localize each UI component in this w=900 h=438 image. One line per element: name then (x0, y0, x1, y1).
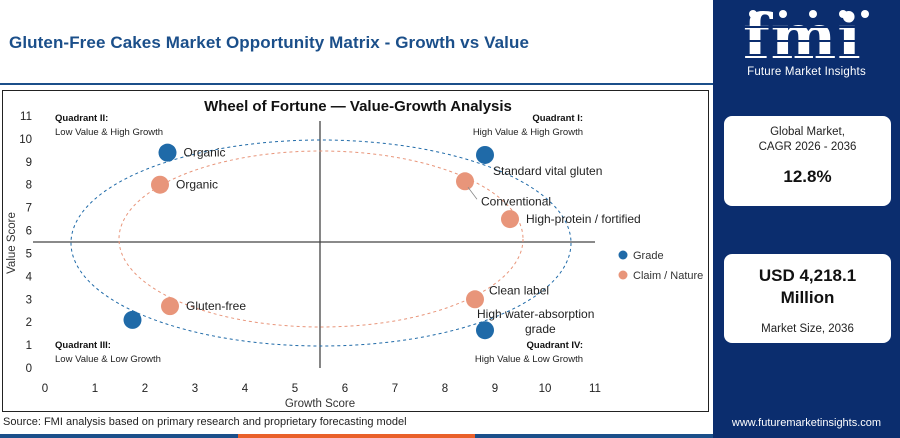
source-note: Source: FMI analysis based on primary re… (3, 416, 407, 428)
brand-logo[interactable]: fmi Future Market Insights (713, 0, 900, 90)
x-tick-label: 7 (392, 383, 398, 395)
data-point-marker (161, 297, 179, 316)
data-point-label: Organic (176, 178, 218, 192)
x-tick-label: 11 (589, 383, 601, 395)
quadrant-description: High Value & Low Growth (475, 354, 583, 365)
logo-stripe (729, 26, 881, 28)
logo-stripe (729, 54, 881, 56)
y-tick-label: 4 (26, 271, 33, 283)
x-tick-label: 4 (242, 383, 249, 395)
data-point-marker (151, 175, 169, 194)
market-size-label: Market Size, 2036 (761, 323, 854, 335)
inner-ring-claim (118, 150, 524, 328)
y-tick-label: 11 (20, 111, 32, 123)
y-tick-label: 2 (26, 317, 32, 329)
data-point-label: Standard vital gluten (493, 164, 602, 178)
data-point-marker (476, 145, 494, 164)
chart-title: Wheel of Fortune — Value-Growth Analysis (204, 98, 512, 115)
x-tick-label: 1 (92, 383, 98, 395)
x-tick-label: 5 (292, 383, 298, 395)
market-size-value: USD 4,218.1 Million (758, 266, 857, 307)
legend-label: Claim / Nature (633, 270, 703, 282)
logo-subtitle: Future Market Insights (747, 66, 866, 78)
logo-wordmark: fmi (743, 0, 862, 73)
quadrant-description: Low Value & High Growth (55, 127, 163, 138)
quadrant-title: Quadrant II: (55, 113, 108, 124)
y-tick-label: 3 (26, 294, 32, 306)
x-axis-label: Growth Score (285, 398, 355, 410)
page-title: Gluten-Free Cakes Market Opportunity Mat… (9, 33, 529, 52)
data-point-label: Organic (184, 146, 226, 160)
data-point-marker (476, 321, 494, 340)
data-point-marker (501, 210, 519, 229)
cagr-label: Global Market, CAGR 2026 - 2036 (758, 126, 857, 153)
x-tick-label: 3 (192, 383, 198, 395)
data-point-label: Clean label (489, 283, 549, 297)
x-tick-label: 10 (539, 383, 552, 395)
legend-marker (618, 270, 628, 280)
data-point-label: Gluten-free (186, 299, 246, 313)
quadrant-title: Quadrant IV: (527, 340, 583, 351)
opportunity-matrix-chart: Wheel of Fortune — Value-Growth Analysis… (6, 98, 703, 410)
x-tick-label: 6 (342, 383, 348, 395)
data-point-label: grade (525, 322, 556, 336)
outer-ring-grade (70, 139, 572, 347)
x-tick-label: 0 (42, 383, 48, 395)
quadrant-description: Low Value & Low Growth (55, 354, 161, 365)
y-tick-label: 0 (26, 363, 32, 375)
quadrant-title: Quadrant III: (55, 340, 111, 351)
y-tick-label: 1 (26, 340, 32, 352)
market-size-card: USD 4,218.1 Million Market Size, 2036 (724, 254, 891, 343)
cagr-card: Global Market, CAGR 2026 - 2036 12.8% (724, 116, 891, 206)
legend-label: Grade (633, 250, 664, 262)
side-panel: fmi Future Market Insights Global Market… (713, 0, 900, 438)
logo-stripe (729, 40, 881, 42)
y-tick-label: 9 (26, 157, 32, 169)
x-tick-label: 8 (442, 383, 448, 395)
logo-people-icon (749, 10, 869, 18)
data-point-label: High water-absorption (477, 307, 594, 321)
y-tick-label: 5 (26, 248, 32, 260)
y-tick-label: 6 (26, 226, 32, 238)
data-point-label: High-protein / fortified (526, 212, 641, 226)
x-tick-label: 9 (492, 383, 498, 395)
x-tick-label: 2 (142, 383, 148, 395)
chart-panel: Wheel of Fortune — Value-Growth Analysis… (2, 90, 709, 412)
y-axis-label: Value Score (6, 212, 18, 274)
data-point-marker (466, 290, 484, 309)
legend-marker (618, 250, 628, 260)
y-tick-label: 10 (19, 134, 32, 146)
cagr-value: 12.8% (783, 167, 832, 186)
data-point-marker (123, 310, 142, 329)
quadrant-title: Quadrant I: (532, 113, 583, 124)
quadrant-description: High Value & High Growth (473, 127, 583, 138)
label-leader-line (467, 187, 478, 200)
y-tick-label: 7 (26, 203, 32, 215)
data-point-marker (158, 143, 177, 162)
data-point-marker (456, 172, 474, 191)
bottom-color-bar (0, 434, 714, 438)
data-point-label: Conventional (481, 194, 551, 208)
y-tick-label: 8 (26, 180, 32, 192)
title-divider (0, 83, 713, 85)
website-link[interactable]: www.futuremarketinsights.com (731, 417, 882, 429)
